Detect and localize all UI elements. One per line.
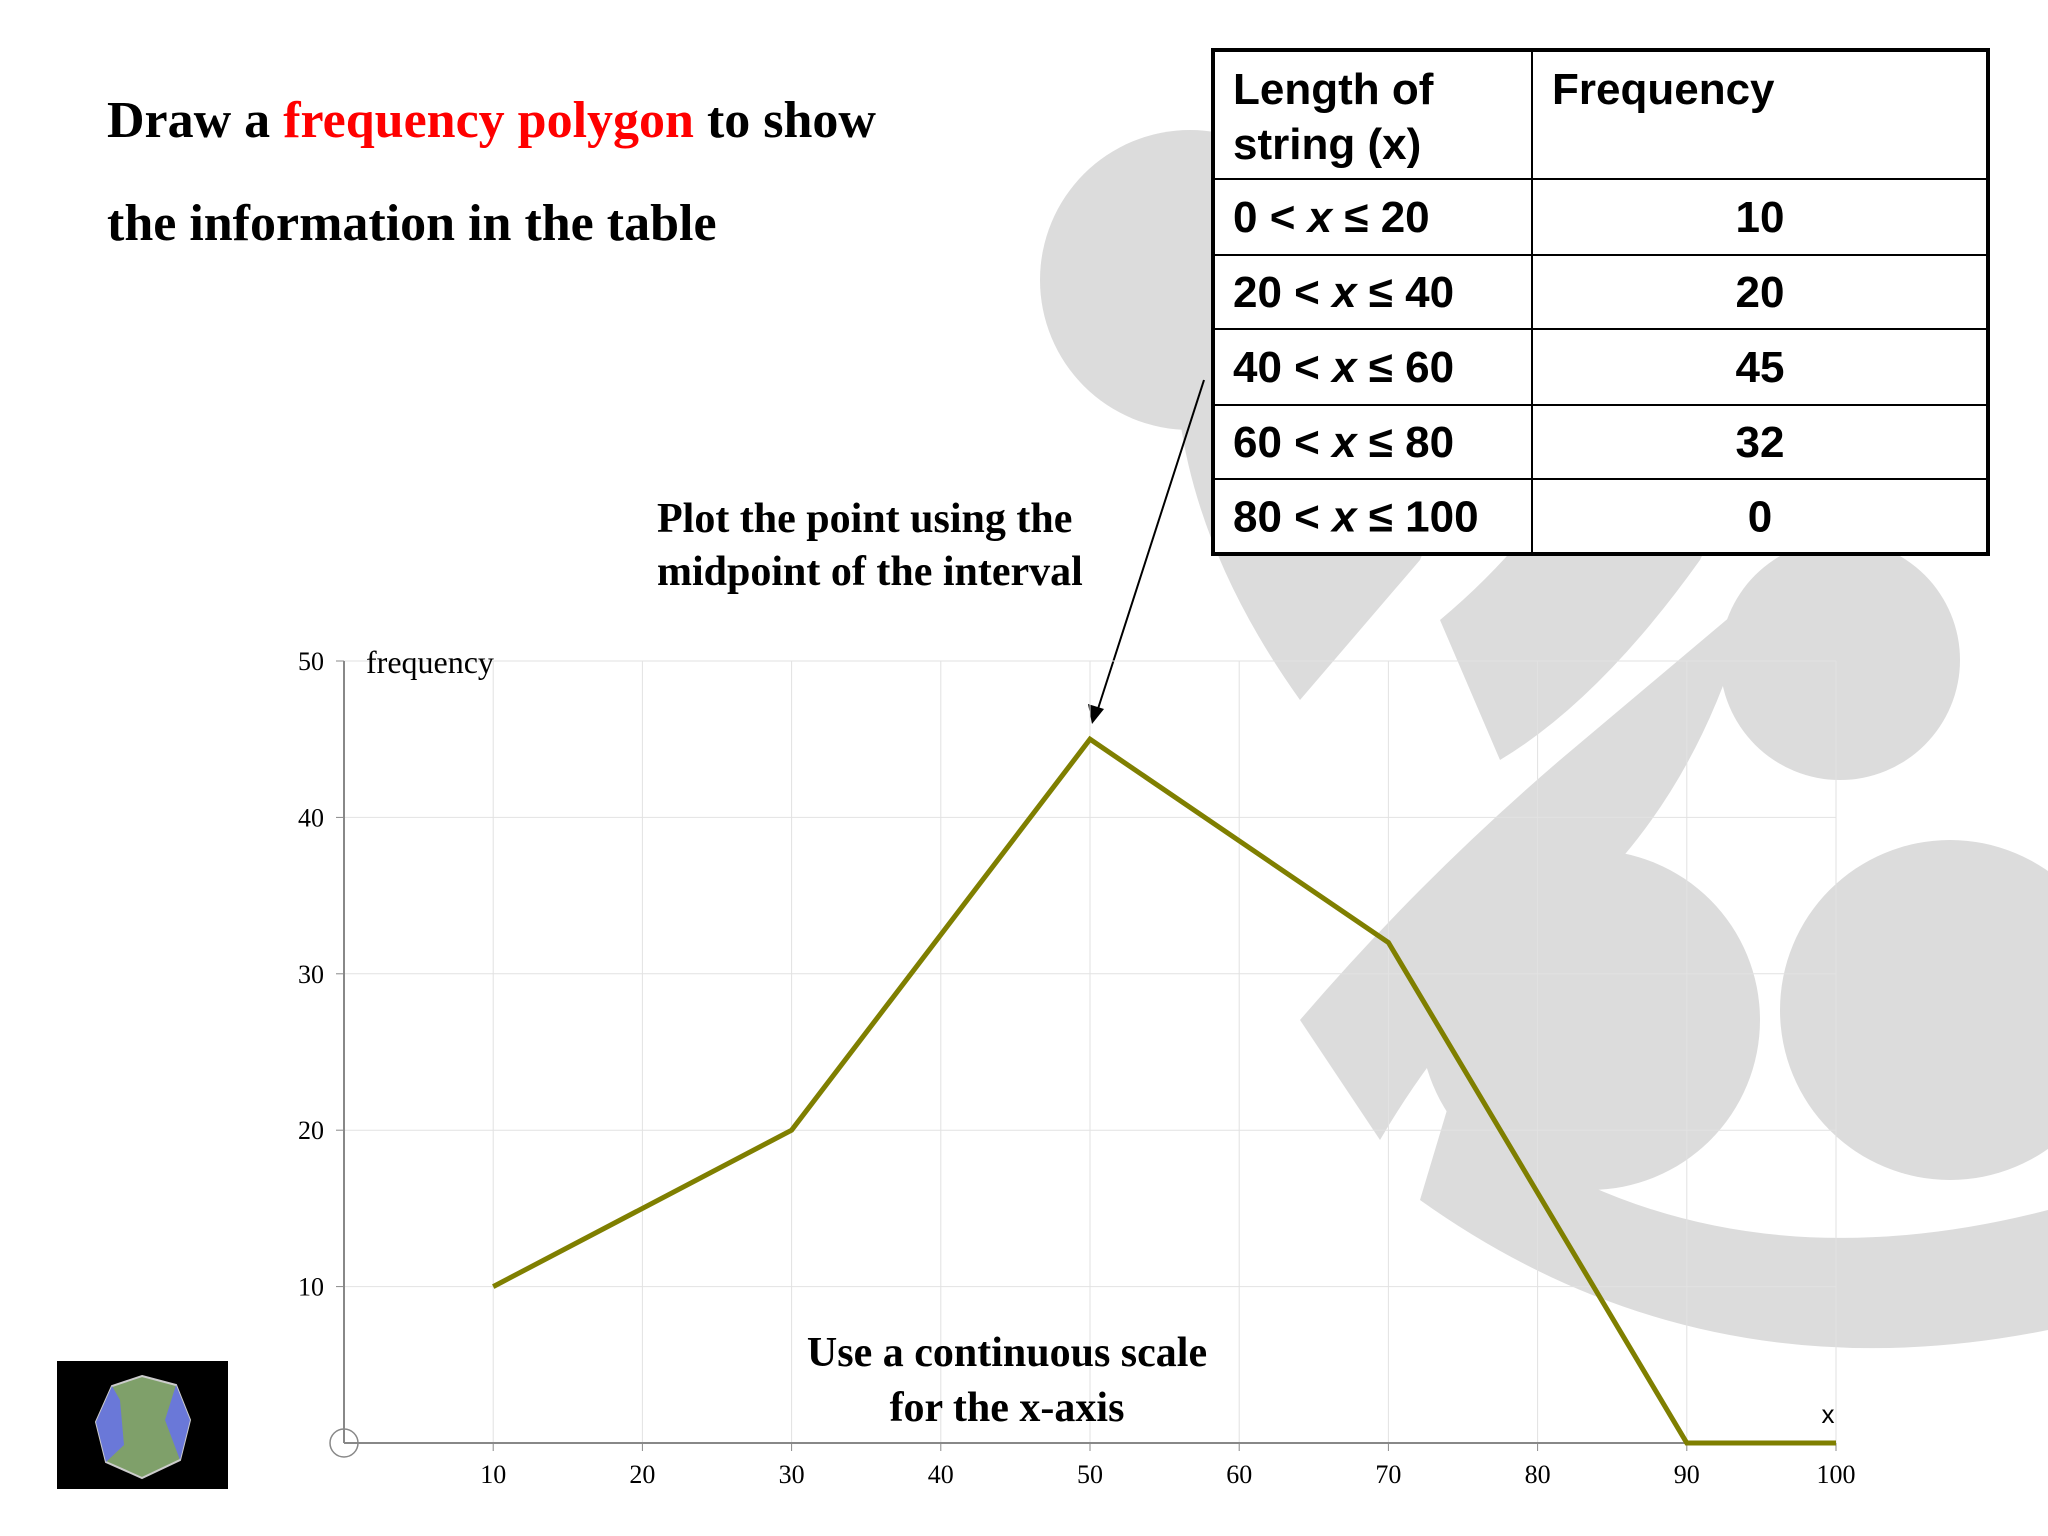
x-tick-label: 80 xyxy=(1525,1460,1551,1489)
table-border xyxy=(1211,48,1990,556)
annotation: midpoint of the interval xyxy=(657,549,1083,595)
interval-part: 80 < xyxy=(1233,493,1332,542)
interval-cell: 0 < x ≤ 20 xyxy=(1233,193,1430,242)
x-tick-label: 70 xyxy=(1375,1460,1401,1489)
interval-part: x xyxy=(1306,193,1334,242)
table-header: Length of xyxy=(1233,65,1434,114)
interval-part: x xyxy=(1330,493,1358,542)
x-tick-label: 90 xyxy=(1674,1460,1700,1489)
interval-part: ≤ 40 xyxy=(1357,268,1455,317)
frequency-cell: 45 xyxy=(1736,343,1785,392)
x-tick-label: 50 xyxy=(1077,1460,1103,1489)
heading-text: to show xyxy=(694,92,876,149)
y-tick-label: 20 xyxy=(298,1116,324,1145)
x-tick-label: 40 xyxy=(928,1460,954,1489)
arrow-head xyxy=(1088,704,1104,724)
x-tick-label: 30 xyxy=(779,1460,805,1489)
interval-cell: 60 < x ≤ 80 xyxy=(1233,418,1454,467)
x-axis-label: x xyxy=(1822,1399,1835,1429)
interval-part: ≤ 100 xyxy=(1357,493,1479,542)
heading-highlight: frequency polygon xyxy=(283,92,694,149)
annotation-arrow xyxy=(1095,379,1205,716)
annotation: Use a continuous scale xyxy=(807,1330,1207,1376)
heading-line: Draw a frequency polygon to show xyxy=(107,92,876,149)
y-tick-label: 30 xyxy=(298,960,324,989)
interval-part: 20 < xyxy=(1233,268,1332,317)
interval-part: ≤ 20 xyxy=(1332,193,1430,242)
frequency-cell: 32 xyxy=(1736,418,1785,467)
logo xyxy=(57,1361,228,1489)
interval-part: ≤ 80 xyxy=(1357,418,1455,467)
annotation: for the x-axis xyxy=(890,1385,1125,1431)
interval-part: 0 < xyxy=(1233,193,1308,242)
data-line xyxy=(492,735,1836,1446)
interval-part: x xyxy=(1330,418,1358,467)
table-header: string (x) xyxy=(1233,120,1421,169)
interval-part: 60 < xyxy=(1233,418,1332,467)
frequency-cell: 0 xyxy=(1748,493,1772,542)
origin-marker xyxy=(329,1428,359,1458)
interval-part: 40 < xyxy=(1233,343,1332,392)
x-tick-label: 100 xyxy=(1817,1460,1856,1489)
interval-part: x xyxy=(1330,343,1358,392)
heading-line: the information in the table xyxy=(107,195,717,252)
frequency-table: Length of string (x) Frequency 0 < x ≤ 20 10… xyxy=(1211,48,1990,556)
interval-part: ≤ 60 xyxy=(1357,343,1455,392)
chart: 10 20 30 40 50 10 20 30 40 50 60 70 80 90 100 frequency… xyxy=(298,644,1856,1489)
frequency-cell: 20 xyxy=(1736,268,1785,317)
table-header: Frequency xyxy=(1552,65,1775,114)
x-tick-label: 20 xyxy=(629,1460,655,1489)
heading-text: Draw a xyxy=(107,92,283,149)
interval-part: x xyxy=(1330,268,1358,317)
interval-cell: 80 < x ≤ 100 xyxy=(1233,493,1479,542)
y-tick-label: 10 xyxy=(298,1273,324,1302)
y-tick-label: 50 xyxy=(298,647,324,676)
interval-cell: 40 < x ≤ 60 xyxy=(1233,343,1454,392)
y-axis-label: frequency xyxy=(366,644,494,680)
y-tick-label: 40 xyxy=(298,803,324,832)
frequency-cell: 10 xyxy=(1736,193,1785,242)
x-tick-label: 60 xyxy=(1226,1460,1252,1489)
annotation: Plot the point using the xyxy=(657,496,1072,542)
x-tick-label: 10 xyxy=(480,1460,506,1489)
interval-cell: 20 < x ≤ 40 xyxy=(1233,268,1454,317)
